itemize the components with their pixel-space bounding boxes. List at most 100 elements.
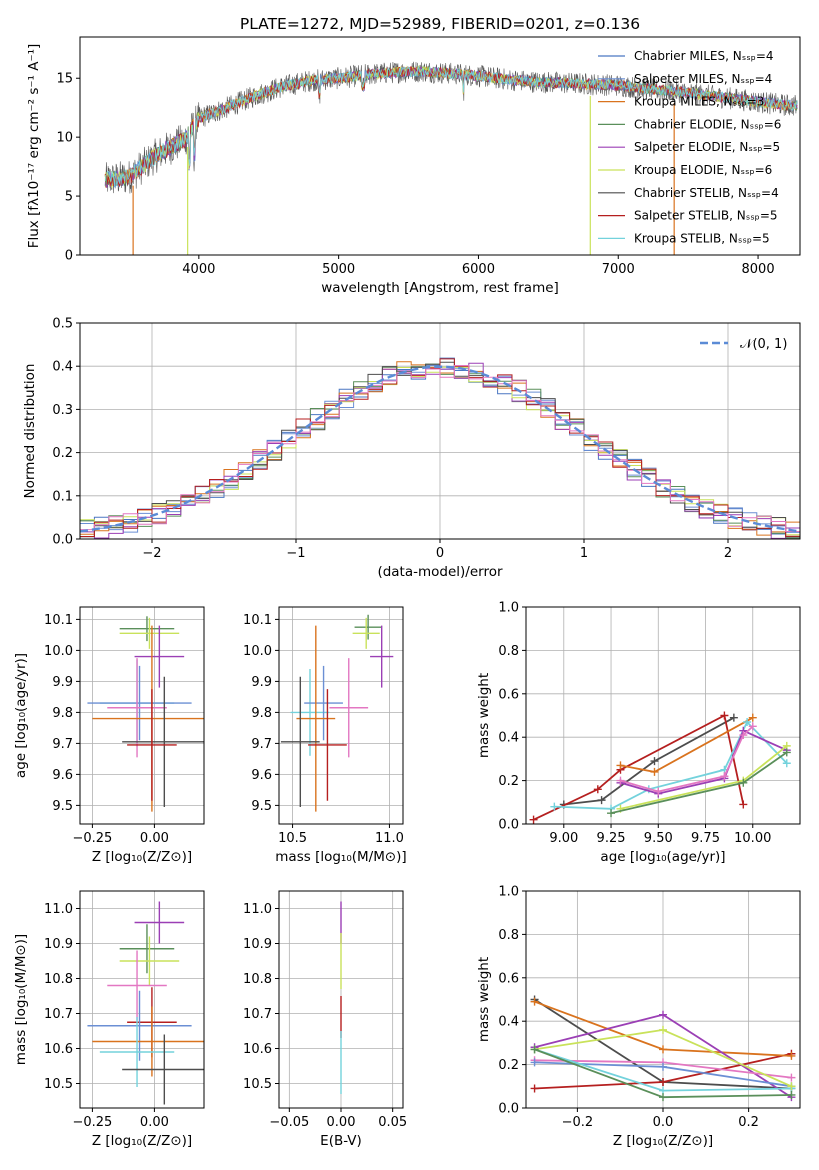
- age-weight-xtick-label: 9.25: [597, 831, 626, 846]
- weight-series-line: [620, 716, 754, 773]
- chart-title: PLATE=1272, MJD=52989, FIBERID=0201, z=0…: [240, 15, 640, 33]
- residuals-xtick-label: 1: [580, 546, 588, 561]
- weight-point-marker: [659, 1045, 667, 1054]
- age-weight-ytick-label: 0.6: [498, 687, 519, 702]
- weight-point-marker: [787, 1090, 796, 1099]
- weight-point-marker: [729, 713, 738, 722]
- z-age-xtick-label: −0.25: [72, 831, 112, 846]
- age-weight-ytick-label: 0.2: [498, 774, 519, 789]
- weight-point-marker: [650, 767, 659, 776]
- spectrum-xtick-label: 5000: [322, 262, 355, 277]
- residuals-ytick-label: 0.5: [52, 317, 73, 332]
- z-age-ytick-label: 10.1: [44, 613, 73, 628]
- weight-point-marker: [593, 785, 602, 794]
- residuals-ytick-label: 0.0: [52, 533, 73, 548]
- mass-age-panel: 10.5 11.0 9.5 9.6 9.7 9.8 9.9 10.0 10.1 mass [log…: [243, 606, 407, 865]
- residuals-ytick-label: 0.1: [52, 489, 73, 504]
- z-age-ylabel: age [log₁₀(age/yr)]: [13, 653, 29, 778]
- legend-label: Kroupa STELIB, Nₛₛₚ=5: [634, 231, 770, 245]
- weight-point-marker: [748, 722, 757, 731]
- weight-point-marker: [782, 759, 791, 768]
- residuals-ylabel: Normed distribution: [22, 364, 38, 499]
- mass-age-frame: [278, 606, 404, 825]
- weight-point-marker: [720, 711, 729, 720]
- age-weight-xtick-label: 9.50: [644, 831, 673, 846]
- residual-histogram: [80, 365, 800, 532]
- z-weight-xlabel: Z [log₁₀(Z/Z⊙)]: [613, 1133, 713, 1149]
- z-age-xtick-label: 0.00: [140, 831, 169, 846]
- weight-point-marker: [650, 757, 659, 766]
- spectrum-plot-area: [104, 61, 798, 255]
- spectrum-xtick-label: 7000: [602, 262, 635, 277]
- weight-point-marker: [597, 796, 606, 805]
- z-age-panel: −0.25 0.00 9.5 9.6 9.7 9.8 9.9 10.0 10.1 Z [log₁₀…: [13, 606, 205, 865]
- z-age-plot-area: [87, 616, 204, 812]
- weight-series-line: [620, 745, 788, 810]
- spectrum-xtick-label: 8000: [742, 262, 775, 277]
- mass-age-ytick-label: 10.1: [243, 613, 272, 628]
- residuals-xtick-label: 2: [724, 546, 732, 561]
- weight-point-marker: [529, 815, 538, 824]
- mass-age-ytick-label: 9.6: [251, 768, 272, 783]
- ebv-mass-ytick-label: 10.7: [243, 1007, 272, 1022]
- age-weight-ytick-label: 0.4: [498, 731, 519, 746]
- spectrum-ytick-label: 0: [65, 249, 73, 264]
- legend-label: Salpeter ELODIE, Nₛₛₚ=5: [634, 140, 780, 154]
- spectrum-xtick-label: 4000: [182, 262, 215, 277]
- ebv-mass-xlabel: E(B-V): [320, 1133, 362, 1149]
- residual-legend: 𝒩(0, 1): [700, 337, 787, 352]
- residuals-xtick-label: 0: [436, 546, 444, 561]
- ebv-mass-ytick-label: 10.5: [243, 1077, 272, 1092]
- ebv-mass-panel: −0.05 0.00 0.05 10.5 10.6 10.7 10.8 10.9 11.0 E(B…: [243, 890, 407, 1149]
- weight-point-marker: [607, 809, 616, 818]
- weight-point-marker: [550, 802, 559, 811]
- z-age-ytick-label: 9.6: [52, 768, 73, 783]
- z-weight-ylabel: mass weight: [476, 957, 492, 1042]
- legend-label: Kroupa ELODIE, Nₛₛₚ=6: [634, 163, 772, 177]
- gaussian-reference-curve: [80, 365, 800, 533]
- z-mass-ytick-label: 10.5: [44, 1077, 73, 1092]
- z-age-ytick-label: 9.7: [52, 737, 73, 752]
- age-weight-frame: [525, 606, 801, 825]
- age-weight-plot-area: [529, 711, 791, 824]
- ebv-mass-ytick-label: 11.0: [243, 902, 272, 917]
- z-age-ytick-label: 9.8: [52, 706, 73, 721]
- mass-age-ytick-label: 9.9: [251, 675, 272, 690]
- weight-point-marker: [659, 1025, 667, 1034]
- z-mass-frame: [79, 890, 205, 1109]
- weight-point-marker: [739, 731, 748, 740]
- age-weight-panel: 9.00 9.25 9.50 9.75 10.00 0.0 0.2 0.4 0.6 0.8 1.0 a…: [476, 601, 801, 865]
- weight-point-marker: [530, 997, 539, 1006]
- residuals-plot-area: [80, 357, 800, 539]
- legend-label: Chabrier MILES, Nₛₛₚ=4: [634, 49, 774, 63]
- residuals-ytick-label: 0.3: [52, 403, 73, 418]
- legend-label: Salpeter STELIB, Nₛₛₚ=5: [634, 209, 778, 223]
- spectrum-xtick-label: 6000: [462, 262, 495, 277]
- weight-series-line: [620, 729, 788, 795]
- mass-age-xtick-label: 11.0: [375, 831, 404, 846]
- weight-point-marker: [787, 1082, 796, 1091]
- mass-age-plot-area: [280, 614, 394, 812]
- weight-series-line: [563, 716, 735, 806]
- mass-age-ytick-label: 10.0: [243, 644, 272, 659]
- weight-point-marker: [782, 748, 791, 757]
- weight-point-marker: [616, 776, 625, 785]
- z-age-ytick-label: 10.0: [44, 644, 73, 659]
- weight-point-marker: [654, 787, 663, 796]
- z-mass-ylabel: mass [log₁₀(M/M⊙)]: [13, 934, 29, 1065]
- ebv-mass-ytick-label: 10.8: [243, 972, 272, 987]
- weight-point-marker: [530, 1045, 539, 1054]
- weight-point-marker: [530, 1084, 539, 1093]
- age-weight-xtick-label: 9.00: [549, 831, 578, 846]
- mass-age-ytick-label: 9.8: [251, 706, 272, 721]
- z-mass-ytick-label: 10.8: [44, 972, 73, 987]
- weight-point-marker: [659, 1077, 667, 1086]
- weight-point-marker: [787, 1051, 796, 1060]
- z-age-frame: [79, 606, 205, 825]
- spectrum-series-line: [104, 65, 798, 187]
- mass-age-xtick-label: 10.5: [278, 831, 307, 846]
- z-weight-panel: −0.2 0.0 0.2 0.0 0.2 0.4 0.6 0.8 1.0 Z [log₁₀(Z/Z…: [476, 885, 801, 1149]
- age-weight-ytick-label: 1.0: [498, 601, 519, 616]
- z-weight-ytick-label: 0.8: [498, 928, 519, 943]
